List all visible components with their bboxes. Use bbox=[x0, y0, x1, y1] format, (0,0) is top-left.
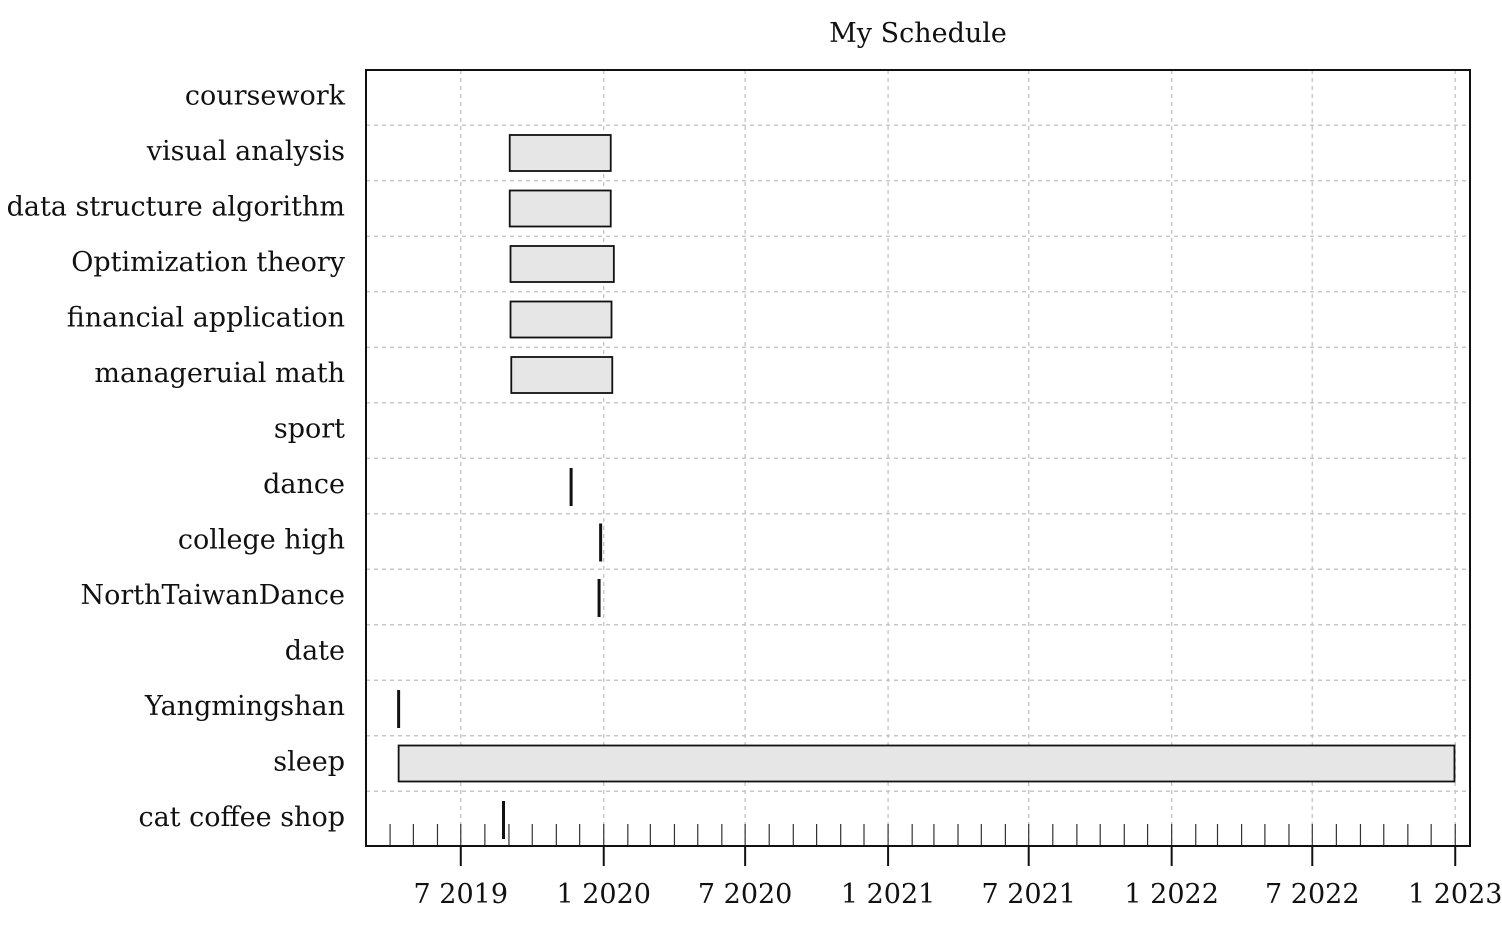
row-label: college high bbox=[178, 525, 345, 556]
row-label: cat coffee shop bbox=[138, 802, 345, 833]
task-bar bbox=[510, 356, 614, 394]
row-label: NorthTaiwanDance bbox=[80, 580, 345, 611]
row-label: manageruial math bbox=[94, 358, 345, 389]
row-label: financial application bbox=[67, 303, 345, 334]
row-label: sport bbox=[274, 414, 345, 445]
row-labels: coursework visual analysis data structure … bbox=[7, 81, 346, 834]
row-label: sleep bbox=[273, 747, 345, 778]
x-tick-label: 1 2021 bbox=[841, 879, 935, 910]
plot-frame bbox=[365, 69, 1471, 847]
task-bar bbox=[509, 245, 615, 283]
row-label: date bbox=[285, 636, 345, 667]
row-label: visual analysis bbox=[146, 136, 345, 167]
x-axis: 7 2019 1 2020 7 2020 1 2021 7 2021 1 2022 7 20… bbox=[389, 824, 1502, 910]
x-tick-label: 7 2021 bbox=[981, 879, 1075, 910]
chart-title: My Schedule bbox=[829, 18, 1007, 49]
task-bars bbox=[397, 134, 1456, 839]
task-bar bbox=[397, 744, 1456, 783]
x-tick-label: 7 2019 bbox=[414, 879, 508, 910]
x-tick-label: 7 2020 bbox=[698, 879, 792, 910]
row-label: data structure algorithm bbox=[7, 192, 345, 223]
task-bar bbox=[508, 189, 612, 228]
task-bar bbox=[509, 300, 613, 339]
grid-lines bbox=[366, 70, 1470, 846]
x-tick-label: 1 2022 bbox=[1124, 879, 1218, 910]
row-label: Yangmingshan bbox=[144, 691, 345, 722]
x-tick-label: 1 2023 bbox=[1408, 879, 1502, 910]
row-label: coursework bbox=[185, 81, 346, 112]
row-label: dance bbox=[263, 469, 345, 500]
task-bar bbox=[508, 134, 612, 172]
row-label: Optimization theory bbox=[71, 247, 346, 278]
x-tick-label: 1 2020 bbox=[556, 879, 650, 910]
x-tick-label: 7 2022 bbox=[1265, 879, 1359, 910]
